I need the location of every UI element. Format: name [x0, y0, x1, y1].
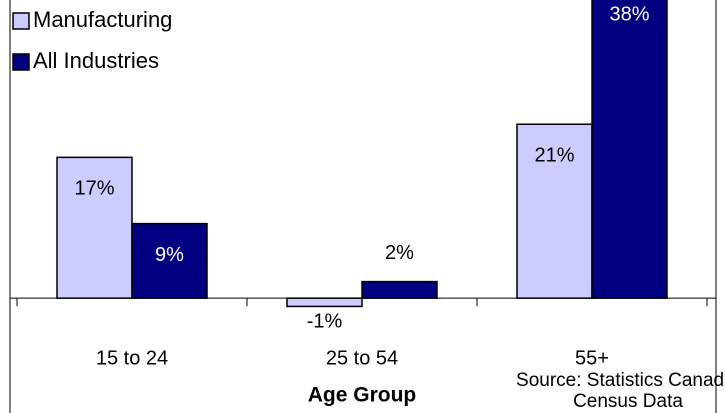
bar [591, 0, 668, 299]
x-axis-label: Age Group [308, 384, 417, 407]
legend-swatch [12, 53, 30, 71]
legend-label: All Industries [33, 48, 159, 73]
source-note: Source: Statistics Canada, [516, 370, 725, 391]
source-note: Census Data [573, 391, 683, 412]
x-tick-label: 55+ [575, 347, 609, 369]
bar [56, 156, 133, 299]
data-label: 17% [74, 178, 114, 200]
legend-swatch [12, 12, 30, 30]
bar [286, 297, 363, 308]
data-label: -1% [307, 311, 343, 333]
bar [516, 123, 593, 299]
x-tick-label: 25 to 54 [326, 347, 398, 369]
data-label: 21% [534, 145, 574, 167]
bar [131, 222, 208, 299]
bar [361, 280, 438, 299]
legend-label: Manufacturing [33, 7, 172, 32]
data-label: 38% [609, 4, 649, 26]
x-tick-label: 15 to 24 [96, 347, 168, 369]
data-label: 9% [155, 244, 184, 266]
data-label: 2% [385, 242, 414, 264]
